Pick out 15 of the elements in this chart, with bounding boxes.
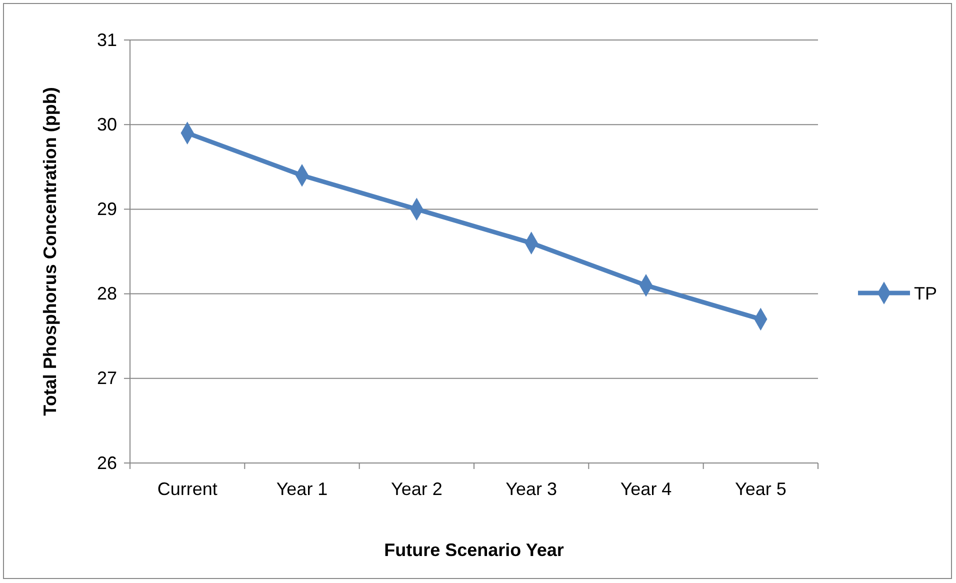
x-tick-label: Year 5 — [734, 478, 786, 499]
y-tick-label: 31 — [96, 30, 117, 50]
y-tick-label: 29 — [96, 198, 117, 219]
x-tick-label: Year 4 — [620, 478, 672, 499]
x-tick-label: Year 2 — [390, 478, 442, 499]
x-tick-label: Current — [157, 478, 218, 499]
y-tick-label: 27 — [96, 368, 117, 388]
y-tick-label: 26 — [96, 452, 117, 473]
y-axis-title: Total Phosphorus Concentration (ppb) — [40, 87, 60, 416]
x-tick-label: Year 1 — [276, 478, 328, 499]
x-axis-title: Future Scenario Year — [384, 540, 564, 560]
x-tick-label: Year 3 — [506, 478, 558, 499]
y-tick-label: 28 — [96, 284, 117, 304]
legend-label: TP — [914, 283, 938, 304]
y-tick-label: 30 — [96, 114, 117, 134]
